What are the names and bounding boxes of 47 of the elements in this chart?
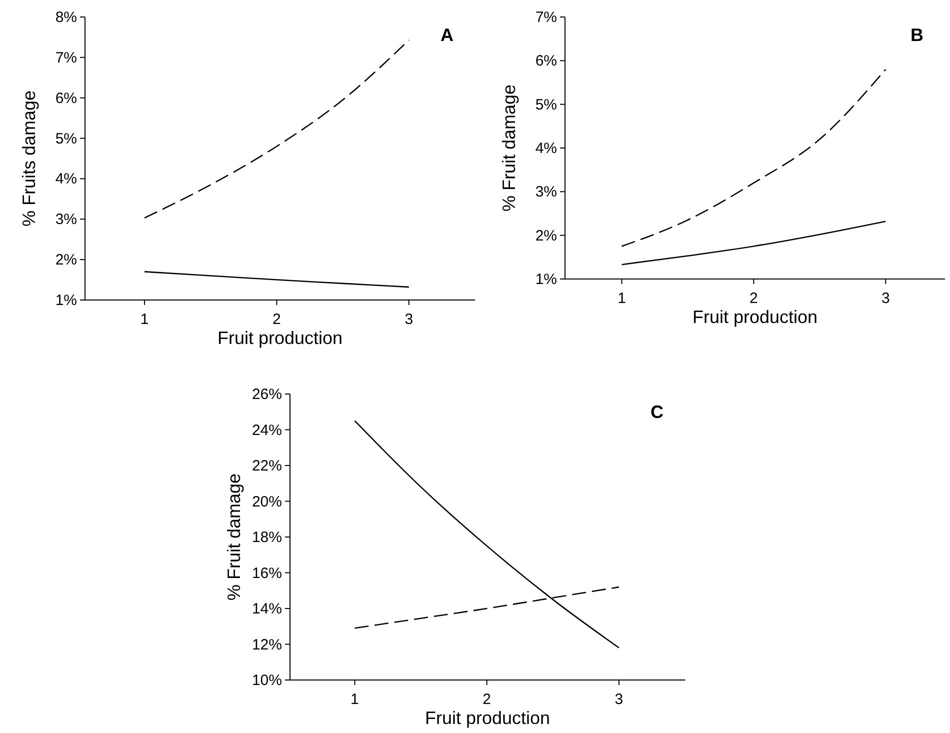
y-tick-label: 18%: [252, 529, 282, 546]
x-tick-label: 2: [482, 691, 492, 708]
y-tick-label: 3%: [535, 184, 557, 201]
y-tick-label: 2%: [535, 227, 557, 244]
chart-title: A: [440, 25, 454, 45]
line-series: [621, 220, 886, 266]
x-tick-label: 2: [750, 290, 758, 307]
y-tick-label: 4%: [55, 170, 77, 188]
line-series: [621, 68, 886, 247]
y-tick-label: 1%: [535, 271, 557, 288]
y-tick-label: 6%: [535, 52, 557, 70]
y-tick-label: 24%: [252, 422, 282, 439]
x-tick-label: 2: [272, 311, 281, 328]
y-tick-label: 10%: [252, 672, 282, 689]
x-tick-label: 1: [140, 311, 149, 328]
x-tick-label: 3: [881, 290, 890, 307]
y-axis-title: % Fruit damage: [224, 473, 244, 601]
y-tick-label: 2%: [55, 252, 77, 269]
line-series: [354, 420, 620, 648]
y-tick-label: 20%: [252, 493, 282, 510]
x-tick-label: 3: [404, 311, 414, 328]
y-tick-label: 7%: [55, 49, 77, 66]
y-tick-label: 4%: [535, 140, 557, 157]
x-tick-label: 3: [614, 691, 624, 708]
line-series: [144, 271, 410, 288]
x-axis-title: Fruit production: [424, 708, 550, 728]
y-tick-label: 8%: [55, 9, 77, 26]
x-tick-label: 1: [618, 290, 626, 307]
y-tick-label: 5%: [535, 96, 557, 114]
chart-title: C: [650, 402, 664, 422]
y-axis-title: % Fruit damage: [499, 84, 519, 212]
y-axis-title: % Fruits damage: [19, 90, 39, 227]
y-tick-label: 1%: [55, 292, 77, 309]
y-tick-label: 6%: [55, 90, 77, 107]
y-tick-label: 22%: [252, 458, 282, 474]
y-tick-label: 3%: [55, 211, 77, 228]
y-tick-label: 26%: [252, 386, 282, 403]
x-axis-title: Fruit production: [692, 307, 818, 327]
y-tick-label: 14%: [252, 600, 282, 618]
x-tick-label: 1: [350, 691, 359, 708]
x-axis-title: Fruit production: [217, 328, 343, 348]
y-tick-label: 7%: [535, 9, 557, 26]
line-series: [144, 39, 410, 219]
y-tick-label: 16%: [252, 564, 282, 582]
y-tick-label: 12%: [252, 636, 282, 654]
y-tick-label: 5%: [55, 130, 77, 148]
text: B: [910, 25, 924, 45]
